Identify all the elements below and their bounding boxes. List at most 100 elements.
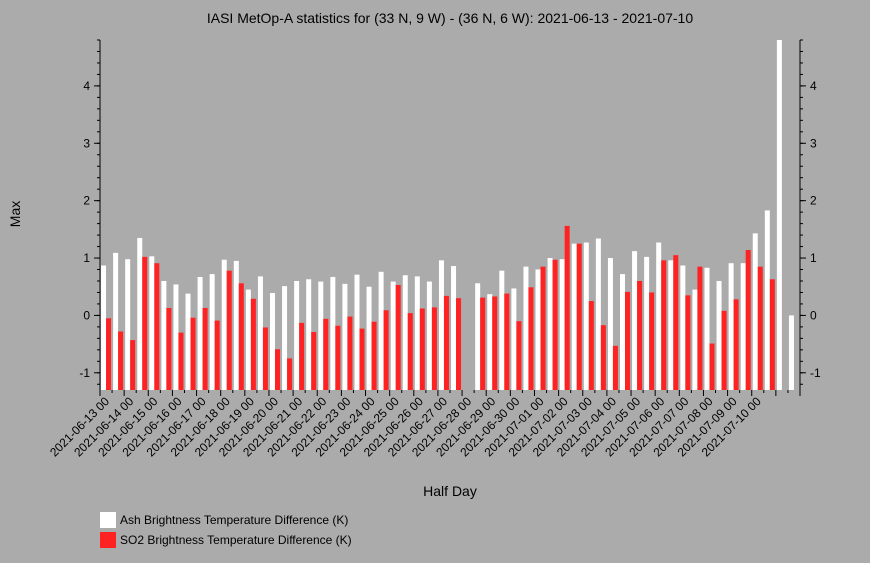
ash-bar	[366, 286, 372, 390]
so2-bar	[287, 358, 293, 390]
so2-bar	[576, 243, 582, 390]
so2-bar	[311, 332, 317, 390]
so2-bar	[190, 317, 196, 390]
ash-bar	[788, 315, 794, 390]
so2-bar	[419, 308, 425, 390]
ash-bar	[583, 242, 589, 390]
ash-bar	[523, 266, 529, 390]
so2-bar	[118, 331, 124, 390]
so2-bar	[600, 325, 606, 390]
so2-bar	[733, 299, 739, 390]
so2-bar	[299, 322, 305, 390]
y-tick-label-right: -1	[810, 366, 821, 380]
ash-bar	[656, 242, 662, 390]
so2-bar	[612, 345, 618, 390]
ash-bar	[306, 279, 312, 390]
so2-bar	[721, 310, 727, 390]
y-tick-label-left: 1	[83, 251, 90, 265]
ash-bar	[233, 260, 239, 390]
ash-bar	[161, 280, 167, 390]
ash-bar	[559, 259, 565, 390]
ash-bar	[716, 280, 722, 390]
ash-bar	[101, 265, 107, 390]
legend: Ash Brightness Temperature Difference (K…	[100, 512, 352, 548]
ash-bar	[414, 276, 420, 390]
so2-bar	[456, 298, 462, 390]
so2-bar	[769, 279, 775, 390]
y-tick-label-right: 2	[810, 194, 817, 208]
y-tick-label-left: 4	[83, 79, 90, 93]
ash-bar	[704, 267, 710, 390]
ash-bar	[209, 274, 215, 390]
so2-bar	[395, 285, 401, 390]
y-tick-label-right: 3	[810, 136, 817, 150]
so2-bar	[480, 297, 486, 390]
so2-bar	[106, 318, 112, 390]
ash-bar	[282, 286, 288, 390]
so2-bar	[407, 313, 413, 390]
so2-bar	[649, 292, 655, 390]
ash-bar	[511, 288, 517, 390]
y-tick-label-left: 0	[83, 308, 90, 322]
ash-bar	[378, 271, 384, 390]
ash-bar	[547, 258, 553, 390]
legend-label-ash: Ash Brightness Temperature Difference (K…	[120, 513, 348, 527]
ash-bar	[535, 269, 541, 390]
x-axis-label: Half Day	[423, 483, 477, 499]
so2-bar	[540, 266, 546, 390]
ash-bar	[270, 293, 275, 390]
ash-bar	[185, 293, 191, 390]
ash-bar	[571, 243, 577, 390]
so2-bar	[214, 320, 220, 390]
so2-bar	[142, 256, 148, 390]
legend-label-so2: SO2 Brightness Temperature Difference (K…	[120, 533, 352, 547]
ash-bar	[354, 274, 360, 390]
bars	[101, 40, 794, 390]
so2-bar	[637, 280, 643, 390]
so2-bar	[359, 328, 365, 390]
y-tick-label-right: 1	[810, 251, 817, 265]
so2-bar	[262, 327, 268, 390]
so2-bar	[226, 270, 232, 390]
so2-bar	[673, 255, 679, 390]
so2-bar	[443, 295, 449, 390]
y-tick-label-right: 0	[810, 308, 817, 322]
so2-bar	[154, 263, 160, 390]
so2-bar	[202, 307, 208, 390]
axes: -1 -1 0 0 1 1 2 2 3 3 4 4	[79, 39, 821, 390]
so2-bar	[709, 343, 715, 390]
so2-bar	[697, 266, 703, 390]
ash-bar	[426, 281, 432, 390]
so2-bar	[250, 298, 256, 390]
ash-bar	[475, 283, 481, 390]
ash-bar	[595, 238, 601, 390]
so2-bar	[130, 340, 136, 390]
ash-bar	[451, 266, 457, 390]
ash-bar	[125, 259, 131, 390]
so2-bar	[504, 293, 510, 390]
so2-bar	[757, 266, 763, 390]
so2-bar	[347, 316, 353, 390]
ash-bar	[402, 275, 408, 390]
legend-swatch-so2	[100, 532, 116, 548]
so2-bar	[625, 291, 630, 390]
ash-bar	[318, 281, 324, 390]
y-tick-label-left: 3	[83, 136, 90, 150]
ash-bar	[607, 258, 613, 390]
ash-bar	[764, 210, 770, 390]
ash-bar	[221, 259, 227, 390]
ash-bar	[330, 276, 336, 390]
so2-bar	[275, 349, 280, 390]
y-tick-label-left: 2	[83, 194, 90, 208]
ash-bar	[692, 289, 698, 390]
so2-bar	[661, 260, 667, 390]
ash-bar	[668, 260, 674, 390]
so2-bar	[685, 295, 691, 390]
ash-bar	[620, 274, 625, 390]
so2-bar	[178, 332, 184, 390]
ash-bar	[499, 270, 505, 390]
so2-bar	[528, 287, 534, 390]
ash-bar	[173, 284, 179, 390]
